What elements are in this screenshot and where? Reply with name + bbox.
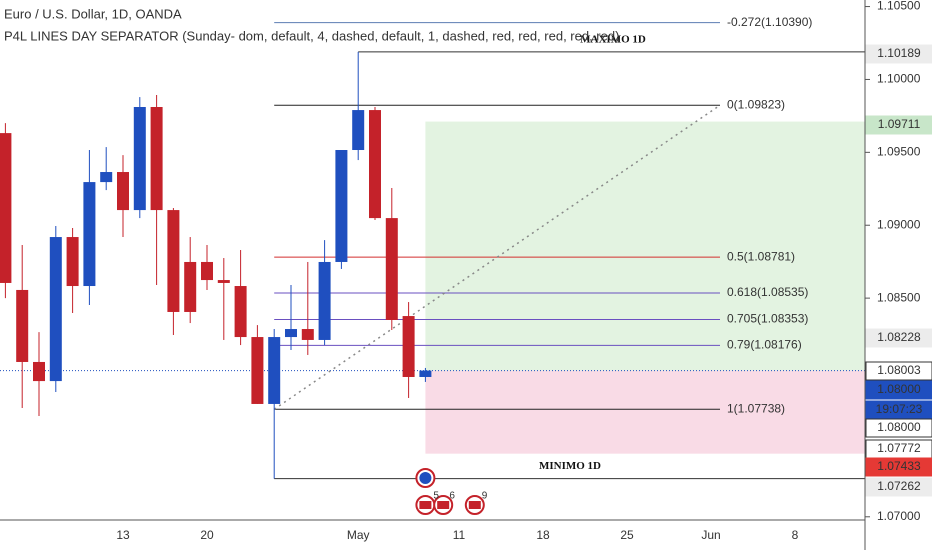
- candle-body: [385, 218, 398, 320]
- price-marker-label: 1.07772: [877, 441, 921, 455]
- candle-body: [285, 329, 297, 338]
- x-tick-label: 18: [536, 528, 550, 542]
- y-tick-label: 1.10500: [877, 0, 921, 13]
- fib-label: 0.5(1.08781): [727, 249, 795, 263]
- candle-body: [352, 110, 365, 151]
- plot: MAXIMO 1D MINIMO 1D -0.272(1.10390) 0(1.098…: [0, 15, 865, 480]
- candle-body: [83, 182, 96, 287]
- price-marker-label: 1.08228: [877, 330, 921, 344]
- price-marker-label: 1.08000: [877, 420, 921, 434]
- price-marker-label: 1.08000: [877, 382, 921, 396]
- candle-body: [419, 370, 432, 377]
- x-tick-label: Jun: [701, 528, 720, 542]
- candle-body: [369, 110, 381, 219]
- price-marker: [865, 328, 932, 348]
- x-tick-label: 11: [453, 528, 466, 542]
- candle-body: [201, 261, 213, 281]
- event-flag: [419, 501, 432, 509]
- y-tick-label: 1.09000: [877, 217, 921, 231]
- candle-body: [100, 172, 113, 183]
- price-marker: [865, 418, 932, 438]
- price-marker: [865, 361, 932, 381]
- chart-subtitle: P4L LINES DAY SEPARATOR (Sunday- dom, de…: [4, 28, 619, 43]
- price-marker: [865, 115, 932, 135]
- chart-title: Euro / U.S. Dollar, 1D, OANDA: [4, 6, 182, 21]
- y-tick-label: 1.09500: [877, 145, 921, 159]
- candle-body: [117, 172, 129, 211]
- candle-body: [33, 361, 45, 382]
- profit-zone: [425, 121, 865, 371]
- fib-label: 1(1.07738): [727, 401, 785, 415]
- price-marker-label: 1.10189: [877, 46, 921, 60]
- x-tick-label: 13: [116, 528, 130, 542]
- event-label: 9: [482, 491, 488, 502]
- loss-zone: [425, 370, 865, 454]
- price-marker: [865, 380, 932, 400]
- price-marker-label: 19:07:23: [876, 402, 923, 416]
- y-tick-label: 1.07000: [877, 509, 921, 523]
- event-flag: [468, 501, 481, 509]
- event-icon: [419, 472, 432, 484]
- x-tick-label: May: [347, 528, 370, 542]
- candle-body: [184, 261, 197, 312]
- fib-label: 0.618(1.08535): [727, 285, 808, 299]
- fib-label: -0.272(1.10390): [727, 15, 812, 29]
- price-marker-label: 1.07262: [877, 479, 921, 493]
- candle-body: [167, 210, 180, 312]
- extreme-label: MAXIMO 1D: [580, 33, 646, 45]
- candle-body: [251, 337, 264, 404]
- candle-body: [268, 337, 281, 404]
- price-marker-label: 1.07433: [877, 459, 921, 473]
- price-marker: [865, 457, 932, 477]
- extreme-label: MINIMO 1D: [539, 460, 601, 472]
- fib-label: 0.705(1.08353): [727, 312, 808, 326]
- candle-body: [217, 280, 230, 283]
- candle-body: [402, 316, 415, 377]
- candle-body: [66, 237, 79, 287]
- price-marker-label: 1.08003: [877, 363, 921, 377]
- candle-body: [0, 133, 12, 283]
- candle-body: [301, 329, 314, 340]
- candle-body: [318, 261, 331, 340]
- candle-body: [150, 107, 163, 211]
- price-marker: [865, 477, 932, 497]
- candle-body: [234, 286, 247, 338]
- fib-label: 0(1.09823): [727, 97, 785, 111]
- candle-body: [16, 289, 29, 362]
- event-flag: [437, 501, 450, 509]
- event-label: 6: [449, 491, 455, 502]
- candle-body: [133, 107, 146, 211]
- price-marker: [865, 44, 932, 64]
- candle-body: [49, 237, 62, 382]
- x-tick-label: 25: [620, 528, 634, 542]
- price-marker-label: 1.09711: [878, 117, 921, 131]
- x-tick-label: 20: [200, 528, 214, 542]
- y-tick-label: 1.10000: [877, 72, 921, 86]
- fib-label: 0.79(1.08176): [727, 338, 802, 352]
- candle-body: [335, 150, 348, 262]
- y-tick-label: 1.08500: [877, 290, 921, 304]
- event-label: 5: [433, 491, 439, 502]
- x-tick-label: 8: [792, 528, 799, 542]
